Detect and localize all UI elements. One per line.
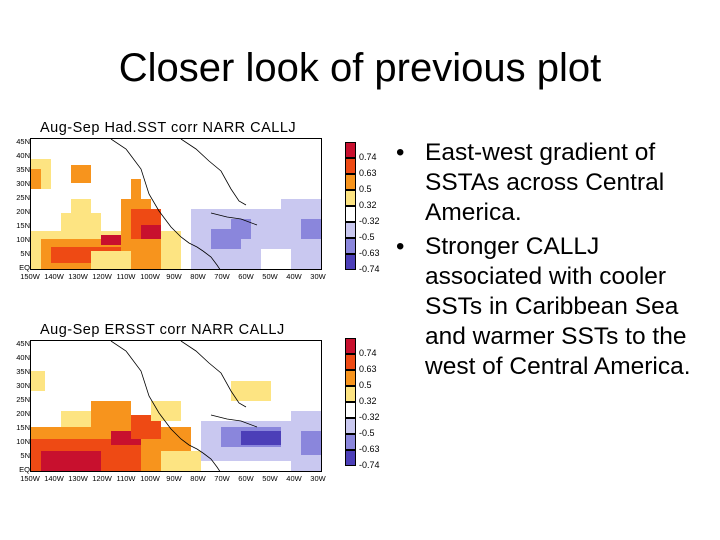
lon-label: 90W (166, 474, 182, 483)
lat-label: 20N (16, 409, 30, 418)
map-title: Aug-Sep ERSST corr NARR CALLJ (40, 322, 285, 338)
slide-title: Closer look of previous plot (118, 46, 602, 90)
bullet-item: • Stronger CALLJ associated with cooler … (392, 232, 712, 382)
map-plot (30, 138, 322, 270)
colorbar-label: 0.63 (359, 168, 377, 178)
colorbar-label: 0.74 (359, 152, 377, 162)
colorbar-swatch (345, 174, 356, 190)
lat-label: 45N (16, 339, 30, 348)
colorbar: 0.74 0.63 0.5 0.32 -0.32 -0.5 -0.63 -0.7… (345, 336, 397, 476)
bullet-item: • East-west gradient of SSTAs across Cen… (392, 138, 712, 228)
colorbar-label: 0.63 (359, 364, 377, 374)
lat-label: 35N (16, 367, 30, 376)
correlation-map (31, 139, 321, 269)
colorbar-swatch (345, 370, 356, 386)
lon-label: 130W (68, 272, 88, 281)
colorbar-label: -0.63 (359, 248, 380, 258)
lon-label: 150W (20, 272, 40, 281)
bullet-dot-icon: • (396, 233, 405, 260)
correlation-map (31, 341, 321, 471)
lat-label: 40N (16, 151, 30, 160)
colorbar-swatch (345, 222, 356, 238)
colorbar-swatch (345, 142, 356, 158)
colorbar-label: 0.74 (359, 348, 377, 358)
map-title: Aug-Sep Had.SST corr NARR CALLJ (40, 120, 297, 136)
colorbar-label: -0.74 (359, 264, 380, 274)
colorbar-swatch (345, 338, 356, 354)
lon-label: 110W (116, 272, 136, 281)
colorbar-label: -0.32 (359, 412, 380, 422)
colorbar-label: -0.74 (359, 460, 380, 470)
colorbar-label: -0.32 (359, 216, 380, 226)
lon-label: 130W (68, 474, 88, 483)
colorbar-swatch (345, 158, 356, 174)
lat-label: 15N (16, 221, 30, 230)
lon-label: 80W (190, 474, 206, 483)
colorbar-swatch (345, 238, 356, 254)
colorbar-label: 0.32 (359, 396, 377, 406)
lat-label: 45N (16, 137, 30, 146)
lon-label: 120W (92, 474, 112, 483)
map-panel-ersst: Aug-Sep ERSST corr NARR CALLJ (6, 322, 336, 492)
lon-label: 90W (166, 272, 182, 281)
colorbar-label: 0.5 (359, 380, 372, 390)
colorbar-label: 0.32 (359, 200, 377, 210)
colorbar-swatch (345, 354, 356, 370)
lon-label: 140W (44, 272, 64, 281)
lon-label: 100W (140, 272, 160, 281)
colorbar-label: -0.5 (359, 428, 375, 438)
colorbar-swatch (345, 254, 356, 270)
lon-label: 140W (44, 474, 64, 483)
lat-label: 40N (16, 353, 30, 362)
colorbar-swatch (345, 402, 356, 418)
colorbar: 0.74 0.63 0.5 0.32 -0.32 -0.5 -0.63 -0.7… (345, 140, 397, 280)
map-plot (30, 340, 322, 472)
lat-label: 30N (16, 381, 30, 390)
bullet-text: East-west gradient of SSTAs across Centr… (425, 139, 665, 226)
bullet-text: Stronger CALLJ associated with cooler SS… (425, 233, 691, 380)
lat-label: 10N (16, 437, 30, 446)
lon-label: 150W (20, 474, 40, 483)
lon-label: 50W (262, 474, 278, 483)
lon-label: 70W (214, 474, 230, 483)
lon-label: 30W (310, 474, 326, 483)
lon-label: 100W (140, 474, 160, 483)
lat-label: 35N (16, 165, 30, 174)
lat-label: EQ (19, 263, 30, 272)
colorbar-swatch (345, 206, 356, 222)
colorbar-swatch (345, 418, 356, 434)
lon-label: 70W (214, 272, 230, 281)
map-panel-hadsst: Aug-Sep Had.SST corr NARR CALLJ (6, 120, 336, 290)
lon-label: 60W (238, 474, 254, 483)
colorbar-label: 0.5 (359, 184, 372, 194)
colorbar-swatch (345, 434, 356, 450)
colorbar-swatch (345, 190, 356, 206)
lon-label: 120W (92, 272, 112, 281)
lat-label: 30N (16, 179, 30, 188)
lat-label: 20N (16, 207, 30, 216)
lon-label: 80W (190, 272, 206, 281)
lat-label: 25N (16, 193, 30, 202)
lon-label: 30W (310, 272, 326, 281)
lat-label: 15N (16, 423, 30, 432)
colorbar-label: -0.63 (359, 444, 380, 454)
lon-label: 110W (116, 474, 136, 483)
colorbar-swatch (345, 450, 356, 466)
lon-label: 60W (238, 272, 254, 281)
lat-label: 25N (16, 395, 30, 404)
lon-label: 40W (286, 474, 302, 483)
colorbar-swatch (345, 386, 356, 402)
lat-label: 5N (20, 451, 30, 460)
lat-label: 10N (16, 235, 30, 244)
bullet-dot-icon: • (396, 139, 405, 166)
bullet-list: • East-west gradient of SSTAs across Cen… (392, 138, 712, 386)
lon-label: 50W (262, 272, 278, 281)
lat-label: EQ (19, 465, 30, 474)
lat-label: 5N (20, 249, 30, 258)
lon-label: 40W (286, 272, 302, 281)
colorbar-label: -0.5 (359, 232, 375, 242)
